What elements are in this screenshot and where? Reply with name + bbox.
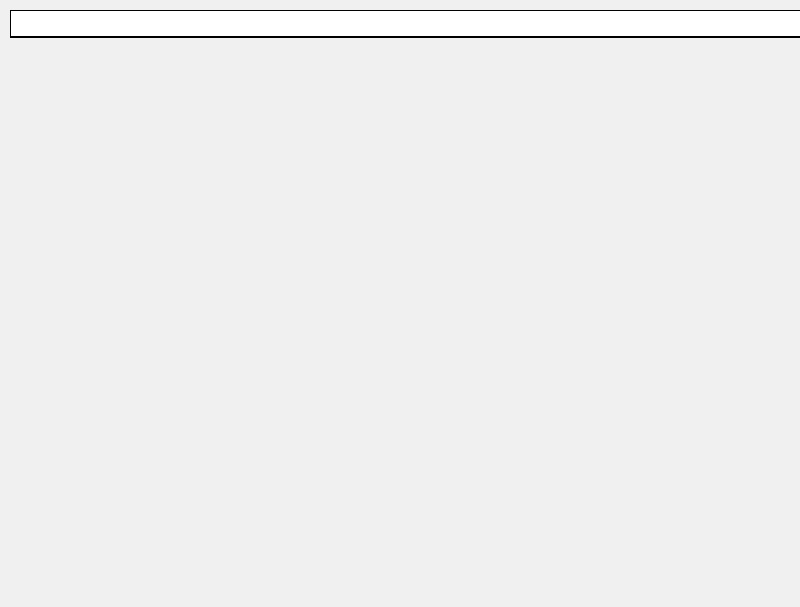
temperature-axis-header [11,11,800,37]
sae-viscosity-chart [10,10,800,38]
chart-frame [10,10,800,38]
